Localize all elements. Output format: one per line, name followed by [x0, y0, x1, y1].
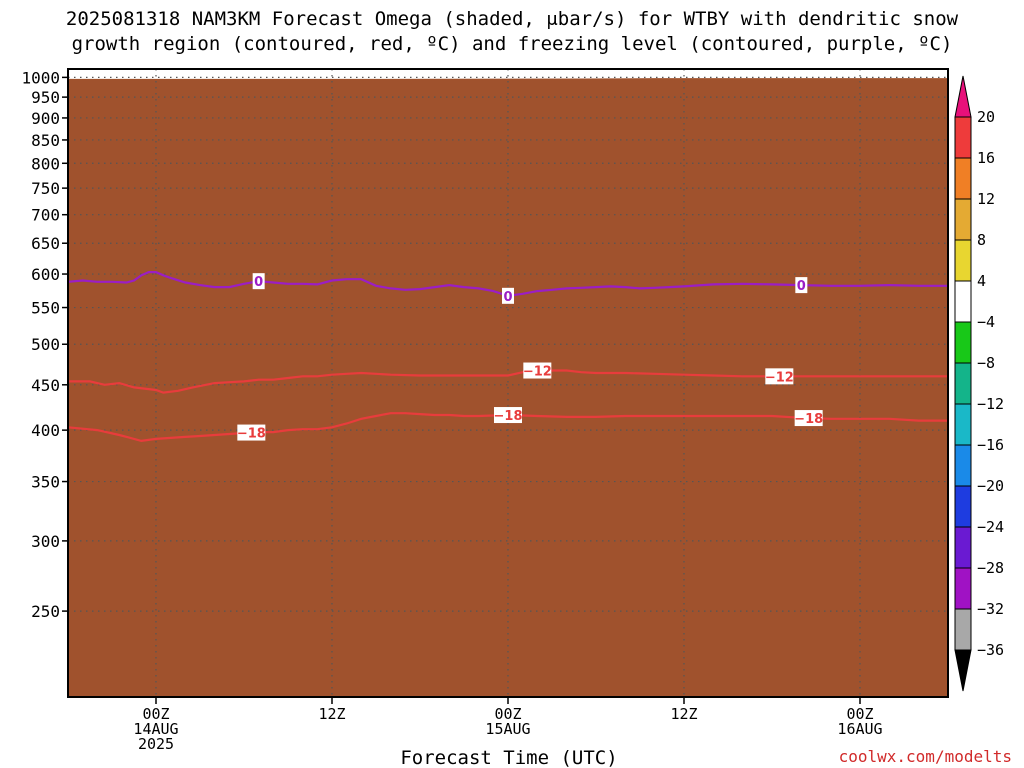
- y-tick-label-1000: 1000: [21, 68, 60, 87]
- y-tick-label-900: 900: [31, 109, 60, 128]
- colorbar-box-6: [954, 362, 972, 405]
- colorbar-box-5: [954, 321, 972, 364]
- contour-label--18-1: −18: [494, 409, 523, 424]
- colorbar-label-2: 12: [977, 190, 995, 208]
- y-tick-label-700: 700: [31, 206, 60, 225]
- colorbar-label-7: −12: [977, 395, 1004, 413]
- colorbar-label-3: 8: [977, 231, 986, 249]
- contour-line-0: [67, 271, 948, 297]
- y-tick-label-500: 500: [31, 335, 60, 354]
- colorbar-top-arrow: [954, 75, 972, 118]
- colorbar-box-2: [954, 198, 972, 241]
- colorbar-bottom-arrow: [954, 649, 972, 692]
- contour-label-bg-0-1: [502, 287, 514, 304]
- colorbar-box-4: [954, 280, 972, 323]
- colorbar-label-9: −20: [977, 477, 1004, 495]
- y-tick-label-600: 600: [31, 265, 60, 284]
- colorbar-box-9: [954, 485, 972, 528]
- contour-label--12-0: −12: [523, 365, 552, 380]
- x-tick-label-h54-0: 00Z: [846, 705, 873, 723]
- chart-title-line-2: growth region (contoured, red, ºC) and f…: [72, 33, 953, 55]
- x-tick-label-h6-0: 00Z: [142, 705, 169, 723]
- x-tick-label-h30-1: 15AUG: [485, 720, 530, 738]
- y-tick-label-550: 550: [31, 299, 60, 318]
- colorbar-label-1: 16: [977, 149, 995, 167]
- y-tick-label-300: 300: [31, 532, 60, 551]
- contour-label-0-1: 0: [503, 290, 512, 305]
- colorbar-box-3: [954, 239, 972, 282]
- y-tick-label-400: 400: [31, 421, 60, 440]
- y-tick-label-450: 450: [31, 376, 60, 395]
- x-tick-label-h6-2: 2025: [138, 735, 174, 753]
- contour-label-bg--18-2: [794, 410, 823, 427]
- colorbar-label-5: −4: [977, 313, 995, 331]
- colorbar: 20 16 12 8 4 −4 −8 −12 −16 −20 −24 −28 −32 −36: [954, 75, 1004, 692]
- contour-line--12: [68, 369, 948, 394]
- contour-label--12-1: −12: [765, 370, 794, 385]
- credit-link[interactable]: coolwx.com/modelts: [839, 747, 1012, 766]
- y-tick-label-250: 250: [31, 602, 60, 621]
- contour-label-bg-0-2: [795, 277, 808, 294]
- y-tick-label-650: 650: [31, 234, 60, 253]
- colorbar-box-11: [954, 567, 972, 610]
- colorbar-box-7: [954, 403, 972, 446]
- contour-label-bg--12-1: [765, 368, 794, 385]
- contour-label-0-0: 0: [254, 275, 263, 290]
- x-axis-label: Forecast Time (UTC): [400, 747, 617, 768]
- contour-line--18: [67, 412, 948, 443]
- colorbar-box-12: [954, 608, 972, 651]
- y-tick-label-850: 850: [31, 131, 60, 150]
- chart-title-line-1: 2025081318 NAM3KM Forecast Omega (shaded…: [66, 8, 959, 30]
- y-tick-label-750: 750: [31, 179, 60, 198]
- colorbar-label-12: −32: [977, 600, 1004, 618]
- x-tick-label-h18-0: 12Z: [318, 705, 345, 723]
- colorbar-box-8: [954, 444, 972, 487]
- contour-label-bg-0-0: [252, 273, 265, 290]
- contour-label-0-2: 0: [797, 279, 806, 294]
- x-tick-label-h42-0: 12Z: [670, 705, 697, 723]
- colorbar-label-8: −16: [977, 436, 1004, 454]
- contour-label-bg--18-1: [494, 407, 522, 424]
- gridlines: [68, 69, 948, 697]
- colorbar-box-10: [954, 526, 972, 569]
- colorbar-label-11: −28: [977, 559, 1004, 577]
- colorbar-box-1: [954, 157, 972, 200]
- colorbar-label-0: 20: [977, 108, 995, 126]
- y-tick-label-350: 350: [31, 473, 60, 492]
- colorbar-label-6: −8: [977, 354, 995, 372]
- colorbar-label-4: 4: [977, 272, 986, 290]
- x-tick-label-h30-0: 00Z: [494, 705, 521, 723]
- colorbar-label-13: −36: [977, 641, 1004, 659]
- contour-label--18-0: −18: [237, 427, 266, 442]
- y-tick-label-950: 950: [31, 88, 60, 107]
- contour-label--18-2: −18: [794, 412, 823, 427]
- x-tick-label-h54-1: 16AUG: [837, 720, 882, 738]
- contour-label-bg--18-0: [237, 424, 266, 441]
- x-tick-label-h6-1: 14AUG: [133, 720, 178, 738]
- chart-title: 2025081318 NAM3KM Forecast Omega (shaded…: [66, 8, 959, 55]
- colorbar-box-0: [954, 116, 972, 159]
- y-tick-label-800: 800: [31, 154, 60, 173]
- colorbar-label-10: −24: [977, 518, 1004, 536]
- pressure-axis: 250 300 350 400 450 500 550 600 650 700 750 800 850 9…: [21, 68, 68, 621]
- temperature-contours: −18 −18 −18 −12 −12 0 0 0: [67, 271, 948, 443]
- contour-label-bg--12-0: [523, 362, 552, 379]
